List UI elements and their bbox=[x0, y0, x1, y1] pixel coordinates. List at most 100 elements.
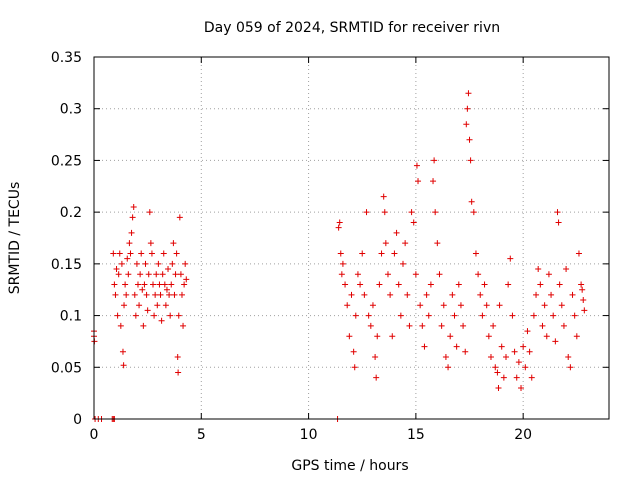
data-point bbox=[372, 353, 379, 360]
data-point bbox=[117, 322, 124, 329]
data-point bbox=[395, 281, 402, 288]
data-point bbox=[162, 302, 169, 309]
data-point bbox=[578, 281, 585, 288]
data-point bbox=[494, 369, 501, 376]
x-tick-label: 15 bbox=[407, 427, 425, 443]
data-point bbox=[120, 362, 127, 369]
data-point bbox=[338, 271, 345, 278]
data-point bbox=[412, 271, 419, 278]
data-point bbox=[161, 281, 168, 288]
data-point bbox=[430, 178, 437, 185]
data-point bbox=[156, 281, 163, 288]
axis-ticks: 0 0.05 0.1 0.15 0.2 0.25 0.3 0.35 0 5 10 15 20 bbox=[51, 50, 609, 443]
data-point bbox=[575, 250, 582, 257]
data-point bbox=[127, 250, 134, 257]
data-point bbox=[451, 312, 458, 319]
data-point bbox=[167, 312, 174, 319]
data-point bbox=[558, 302, 565, 309]
data-point bbox=[513, 374, 520, 381]
data-point bbox=[373, 374, 380, 381]
data-point bbox=[118, 260, 125, 267]
data-point bbox=[348, 291, 355, 298]
data-point bbox=[571, 312, 578, 319]
data-point bbox=[342, 281, 349, 288]
data-point bbox=[550, 312, 557, 319]
data-point bbox=[468, 198, 475, 205]
data-point bbox=[475, 271, 482, 278]
data-point bbox=[141, 281, 148, 288]
data-point bbox=[381, 209, 388, 216]
data-point bbox=[145, 271, 152, 278]
data-point bbox=[545, 271, 552, 278]
data-point bbox=[483, 302, 490, 309]
data-point bbox=[129, 214, 136, 221]
y-tick-label: 0.2 bbox=[60, 205, 82, 221]
data-point bbox=[555, 219, 562, 226]
data-point bbox=[556, 281, 563, 288]
data-point bbox=[124, 255, 131, 262]
data-point bbox=[445, 364, 452, 371]
data-point bbox=[580, 297, 587, 304]
data-point bbox=[351, 364, 358, 371]
data-point bbox=[139, 286, 146, 293]
data-point bbox=[365, 312, 372, 319]
data-point bbox=[515, 359, 522, 366]
data-point bbox=[126, 240, 133, 247]
data-point bbox=[495, 384, 502, 391]
data-point bbox=[134, 281, 141, 288]
data-point bbox=[115, 271, 122, 278]
data-point bbox=[151, 312, 158, 319]
data-point bbox=[361, 291, 368, 298]
data-point bbox=[481, 281, 488, 288]
data-point bbox=[535, 266, 542, 273]
data-points bbox=[91, 90, 588, 422]
data-point bbox=[434, 240, 441, 247]
data-point bbox=[541, 302, 548, 309]
data-point bbox=[410, 219, 417, 226]
data-point bbox=[160, 250, 167, 257]
y-tick-label: 0.3 bbox=[60, 102, 82, 118]
data-point bbox=[462, 348, 469, 355]
data-point bbox=[449, 291, 456, 298]
data-point bbox=[110, 250, 117, 257]
data-point bbox=[507, 255, 514, 262]
data-point bbox=[143, 291, 150, 298]
data-point bbox=[543, 333, 550, 340]
y-tick-label: 0.25 bbox=[51, 153, 82, 169]
data-point bbox=[465, 90, 472, 97]
data-point bbox=[431, 157, 438, 164]
data-point bbox=[137, 271, 144, 278]
data-point bbox=[533, 291, 540, 298]
data-point bbox=[150, 281, 157, 288]
data-point bbox=[539, 322, 546, 329]
data-point bbox=[393, 229, 400, 236]
data-point bbox=[487, 353, 494, 360]
data-point bbox=[154, 302, 161, 309]
data-point bbox=[397, 312, 404, 319]
data-point bbox=[380, 193, 387, 200]
data-point bbox=[438, 322, 445, 329]
data-point bbox=[496, 302, 503, 309]
data-point bbox=[442, 353, 449, 360]
data-point bbox=[400, 260, 406, 267]
data-point bbox=[352, 312, 359, 319]
data-point bbox=[138, 250, 145, 257]
data-point bbox=[472, 250, 479, 257]
data-point bbox=[421, 343, 428, 350]
data-point bbox=[477, 291, 484, 298]
data-point bbox=[425, 312, 432, 319]
data-point bbox=[175, 312, 182, 319]
data-point bbox=[116, 250, 123, 257]
data-point bbox=[112, 291, 119, 298]
data-point bbox=[479, 312, 486, 319]
data-point bbox=[346, 333, 353, 340]
data-point bbox=[175, 369, 182, 376]
data-point bbox=[363, 209, 370, 216]
data-point bbox=[402, 240, 409, 247]
data-point bbox=[148, 250, 155, 257]
data-point bbox=[378, 250, 385, 257]
data-point bbox=[344, 302, 351, 309]
data-point bbox=[177, 271, 184, 278]
data-point bbox=[415, 178, 422, 185]
data-point bbox=[152, 291, 159, 298]
